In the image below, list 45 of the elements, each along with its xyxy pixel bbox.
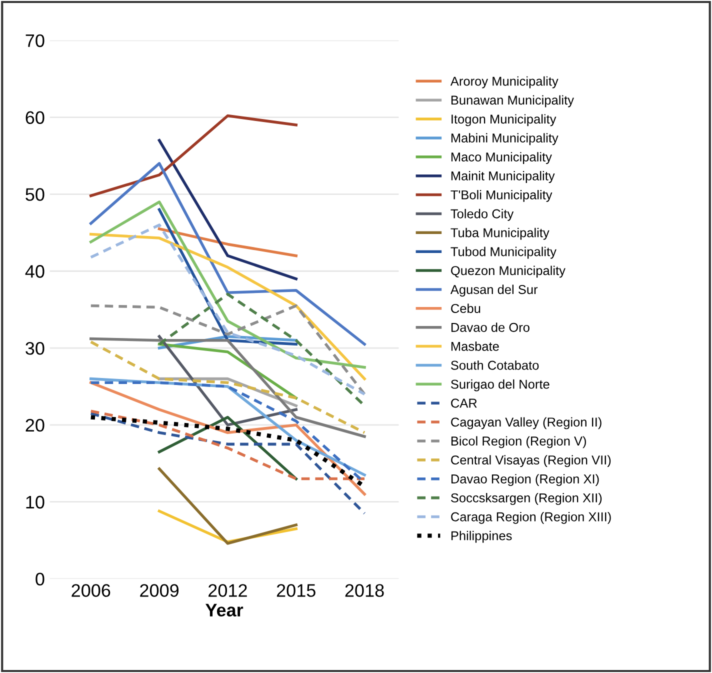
legend-label: Aroroy Municipality — [450, 76, 558, 88]
x-tick-label: 2009 — [140, 584, 179, 597]
line-series — [89, 410, 366, 480]
legend-label: Central Visayas (Region VII) — [451, 455, 611, 468]
legend-label: Tuba Municipality — [450, 228, 550, 240]
legend-label: Davao Region (Region XI) — [451, 474, 599, 486]
legend-label: Surigao del Norte — [451, 379, 550, 392]
legend-label: Caraga Region (Region XIII) — [451, 512, 611, 524]
y-tick-label: 10 — [26, 496, 44, 509]
legend-label: Toledo City — [450, 208, 514, 221]
legend-label: Davao de Oro — [451, 322, 530, 332]
legend-label: Maco Municipality — [451, 152, 552, 164]
y-tick-label: 30 — [26, 342, 44, 355]
legend-label: Bicol Region (Region V) — [451, 436, 586, 448]
legend-label: Tubod Municipality — [450, 246, 556, 259]
legend-label: Quezon Municipality — [451, 266, 566, 278]
line-series — [89, 114, 298, 198]
line-series — [89, 412, 366, 515]
legend-label: Soccsksargen (Region XII) — [451, 493, 602, 505]
y-tick-label: 0 — [36, 572, 44, 586]
legend-label: Bunawan Municipality — [451, 95, 574, 108]
legend-label: CAR — [451, 398, 477, 408]
legend-label: Itogon Municipality — [452, 114, 556, 126]
line-series — [89, 162, 366, 346]
x-tick-label: 2006 — [72, 584, 110, 597]
x-tick-label: 2012 — [208, 584, 247, 597]
legend-label: Masbate — [451, 342, 499, 351]
legend-label: South Cotabato — [451, 360, 539, 370]
y-tick-label: 60 — [26, 111, 44, 124]
legend-label: Mabini Municipality — [451, 133, 558, 146]
y-tick-label: 70 — [26, 34, 44, 48]
legend-label: Cagayan Valley (Region II) — [451, 417, 602, 430]
legend-label: T'Boli Municipality — [450, 190, 552, 202]
legend-label: Mainit Municipality — [451, 171, 555, 183]
y-tick-label: 50 — [26, 188, 44, 201]
legend-label: Agusan del Sur — [450, 284, 538, 297]
legend-label: Philippines — [451, 530, 512, 543]
x-tick-label: 2015 — [276, 584, 316, 597]
legend-label: Cebu — [451, 304, 480, 314]
y-tick-label: 40 — [25, 265, 44, 278]
line-series — [89, 304, 366, 396]
x-axis-title: Year — [206, 604, 244, 617]
x-tick-label: 2018 — [345, 584, 384, 597]
line-series — [89, 200, 366, 369]
y-tick-label: 20 — [26, 418, 44, 432]
